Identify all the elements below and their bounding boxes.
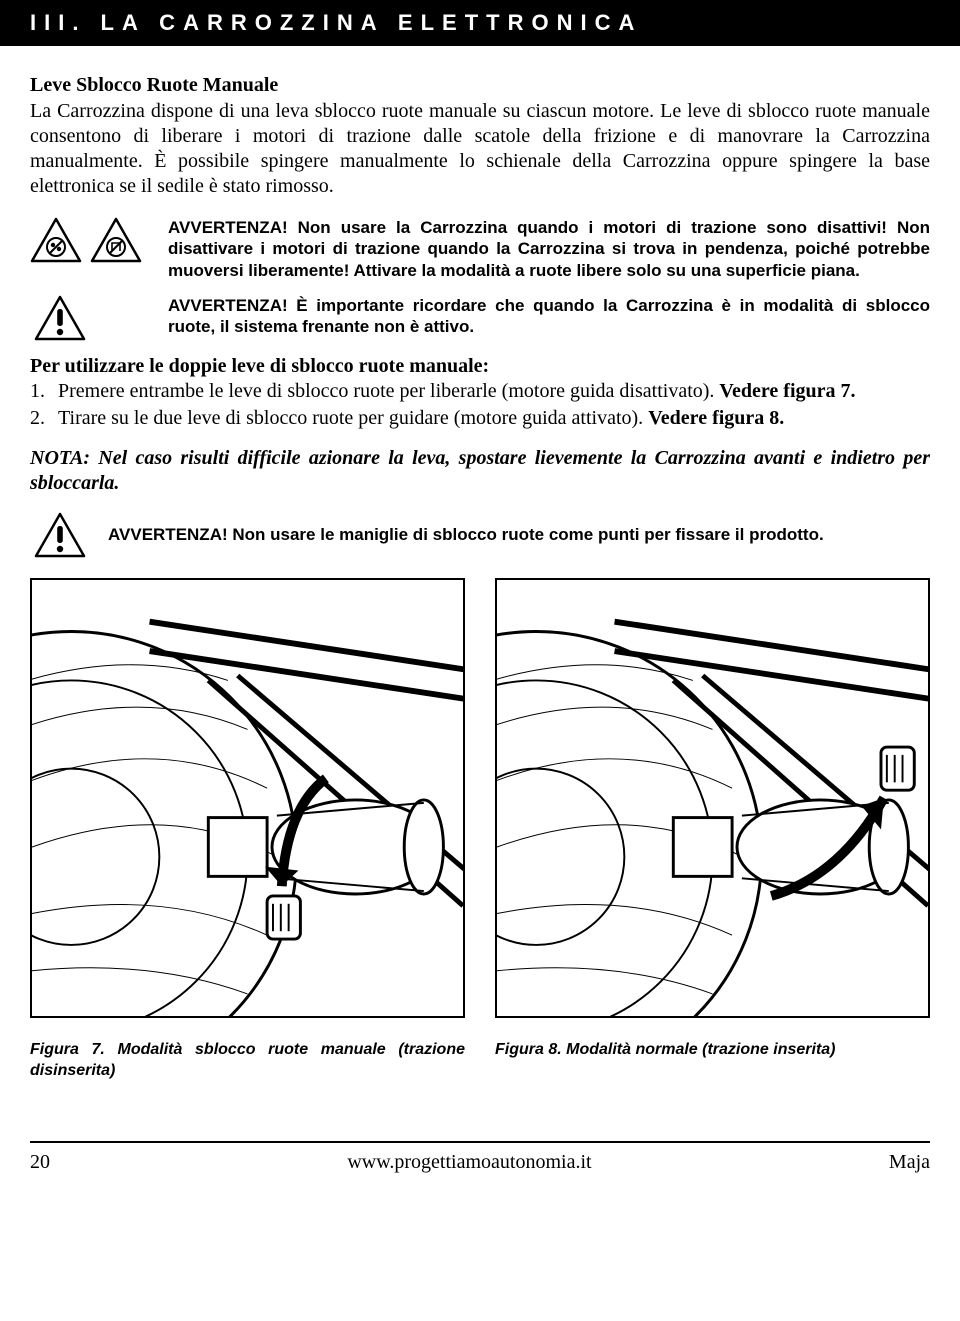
warning-block-1: AVVERTENZA! Non usare la Carrozzina quan… bbox=[30, 217, 930, 281]
lever-down bbox=[267, 896, 300, 939]
prohibit-icon-a bbox=[30, 217, 82, 263]
warning-text-3: AVVERTENZA! Non usare le maniglie di sbl… bbox=[108, 525, 824, 545]
figures-row bbox=[30, 578, 930, 1018]
instructions-heading: Per utilizzare le doppie leve di sblocco… bbox=[30, 355, 930, 378]
lever-up bbox=[881, 747, 914, 790]
instruction-text-2: Tirare su le due leve di sblocco ruote p… bbox=[58, 405, 784, 432]
warning-lead-1: AVVERTENZA! bbox=[168, 218, 288, 237]
figure-8 bbox=[495, 578, 930, 1018]
exclamation-icon-2 bbox=[34, 512, 86, 558]
warning-lead-3: AVVERTENZA! bbox=[108, 525, 228, 544]
instruction-num-2: 2. bbox=[30, 405, 58, 432]
figure-8-diagram bbox=[497, 580, 928, 1016]
page-footer: 20 www.progettiamoautonomia.it Maja bbox=[0, 1143, 960, 1194]
warning-icons-2 bbox=[30, 295, 150, 341]
footer-model: Maja bbox=[889, 1151, 930, 1174]
figure-7 bbox=[30, 578, 465, 1018]
content-area: Leve Sblocco Ruote Manuale La Carrozzina… bbox=[0, 74, 960, 1081]
instruction-item-2: 2. Tirare su le due leve di sblocco ruot… bbox=[30, 405, 930, 432]
warning-body-3: Non usare le maniglie di sblocco ruote c… bbox=[228, 525, 824, 544]
page-number: 20 bbox=[30, 1151, 50, 1174]
warning-lead-2: AVVERTENZA! bbox=[168, 296, 288, 315]
instruction-item-1: 1. Premere entrambe le leve di sblocco r… bbox=[30, 378, 930, 405]
warning-block-2: AVVERTENZA! È importante ricordare che q… bbox=[30, 295, 930, 341]
nota-text: NOTA: Nel caso risulti difficile azionar… bbox=[30, 446, 930, 496]
warning-block-3: AVVERTENZA! Non usare le maniglie di sbl… bbox=[30, 512, 930, 558]
warning-text-2: AVVERTENZA! È importante ricordare che q… bbox=[168, 295, 930, 338]
figure-8-caption: Figura 8. Modalità normale (trazione ins… bbox=[495, 1040, 930, 1082]
prohibit-icon-b bbox=[90, 217, 142, 263]
chapter-header: III. LA CARROZZINA ELETTRONICA bbox=[0, 0, 960, 46]
instructions-list: 1. Premere entrambe le leve di sblocco r… bbox=[30, 378, 930, 432]
figure-7-caption: Figura 7. Modalità sblocco ruote manuale… bbox=[30, 1040, 465, 1082]
chapter-title: III. LA CARROZZINA ELETTRONICA bbox=[30, 10, 642, 35]
exclamation-icon bbox=[34, 295, 86, 341]
instruction-num-1: 1. bbox=[30, 378, 58, 405]
section-title: Leve Sblocco Ruote Manuale bbox=[30, 74, 930, 97]
warning-text-1: AVVERTENZA! Non usare la Carrozzina quan… bbox=[168, 217, 930, 281]
section-paragraph: La Carrozzina dispone di una leva sblocc… bbox=[30, 99, 930, 199]
page: III. LA CARROZZINA ELETTRONICA Leve Sblo… bbox=[0, 0, 960, 1194]
figure-captions: Figura 7. Modalità sblocco ruote manuale… bbox=[30, 1032, 930, 1082]
figure-7-diagram bbox=[32, 580, 463, 1016]
footer-url: www.progettiamoautonomia.it bbox=[347, 1151, 591, 1174]
instruction-text-1: Premere entrambe le leve di sblocco ruot… bbox=[58, 378, 856, 405]
warning-icons-1 bbox=[30, 217, 150, 263]
